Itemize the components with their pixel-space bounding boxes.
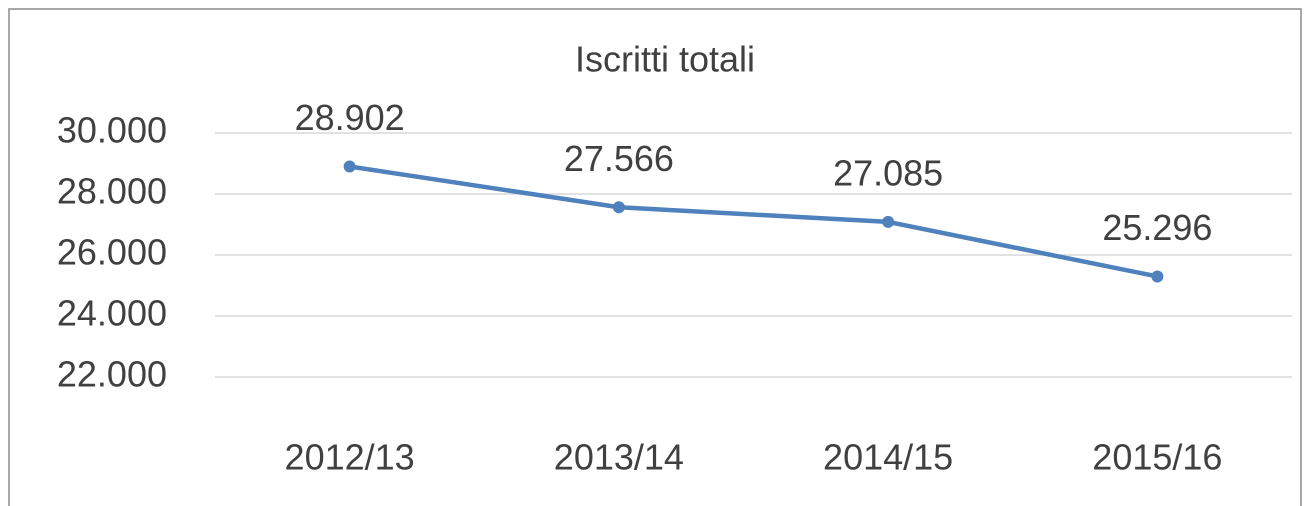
data-label: 28.902 [295,97,405,138]
point [1151,270,1164,283]
data-label: 25.296 [1102,207,1212,248]
chart-title: Iscritti totali [575,39,755,80]
chart-frame [8,8,1302,506]
x-tick-label: 2014/15 [823,437,953,478]
x-tick-label: 2015/16 [1092,437,1222,478]
data-label: 27.566 [564,138,674,179]
point [612,201,625,214]
y-tick-label: 30.000 [57,110,167,151]
point [882,215,895,228]
y-tick-label: 24.000 [57,293,167,334]
y-tick-label: 26.000 [57,232,167,273]
y-tick-label: 28.000 [57,171,167,212]
x-tick-label: 2013/14 [554,437,684,478]
y-tick-label: 22.000 [57,354,167,395]
point [343,160,356,173]
line [349,164,1158,279]
x-tick-label: 2012/13 [285,437,415,478]
data-label: 27.085 [833,152,943,193]
